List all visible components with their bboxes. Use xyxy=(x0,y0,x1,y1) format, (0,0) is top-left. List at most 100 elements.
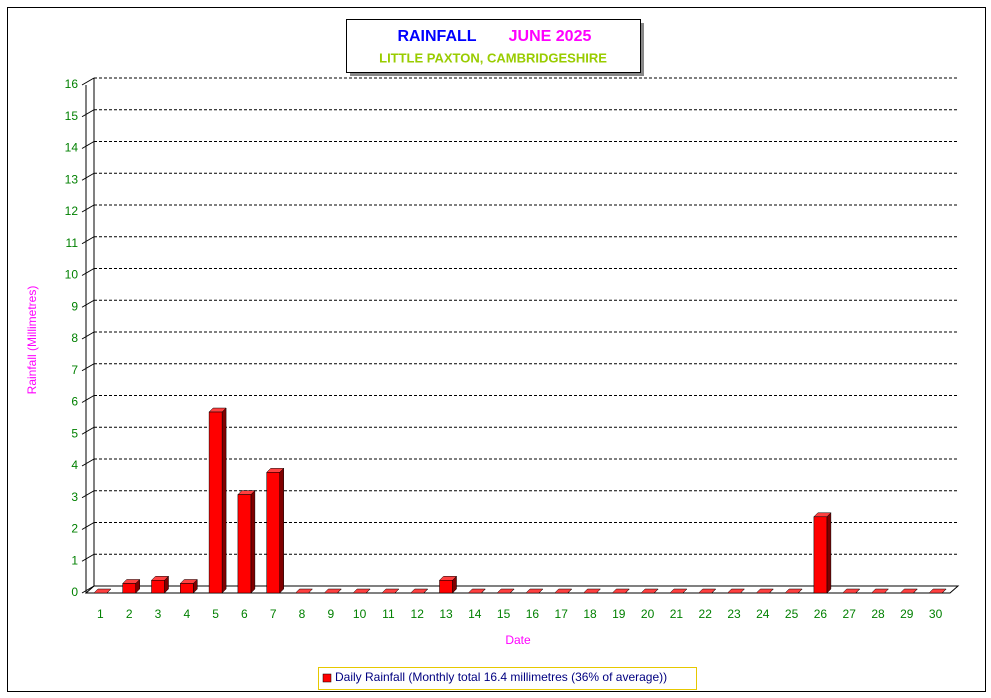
bar-top xyxy=(640,588,659,594)
y-tick xyxy=(81,204,95,213)
bar xyxy=(180,583,194,594)
x-tick-label: 22 xyxy=(699,607,713,621)
bar-top xyxy=(93,588,112,594)
y-tick xyxy=(81,268,95,276)
x-tick-label: 3 xyxy=(155,607,162,621)
x-tick-label: 11 xyxy=(382,607,395,621)
y-tick-label: 3 xyxy=(71,490,78,504)
x-tick-label: 10 xyxy=(353,607,367,621)
y-tick-label: 10 xyxy=(65,268,79,282)
legend-swatch xyxy=(322,673,332,683)
bar-top xyxy=(525,588,544,594)
bar xyxy=(237,494,252,594)
y-tick xyxy=(81,331,95,340)
bar-top xyxy=(669,588,688,594)
x-tick-label: 2 xyxy=(126,607,133,621)
bar xyxy=(813,516,828,594)
y-tick-label: 0 xyxy=(71,585,78,599)
title-box xyxy=(346,19,641,73)
bar-top xyxy=(467,588,486,594)
y-tick-label: 4 xyxy=(71,458,78,472)
x-tick-label: 19 xyxy=(612,607,626,621)
bar xyxy=(122,583,136,594)
x-tick-label: 21 xyxy=(670,607,684,621)
bar-top xyxy=(755,588,774,594)
bar-top xyxy=(899,588,918,594)
x-tick-label: 7 xyxy=(270,607,277,621)
bar-top xyxy=(928,588,947,594)
x-tick-label: 6 xyxy=(241,607,248,621)
bar-top xyxy=(352,588,371,594)
y-tick xyxy=(81,236,95,245)
x-tick-label: 23 xyxy=(727,607,741,621)
x-tick-label: 30 xyxy=(929,607,943,621)
legend-label: Daily Rainfall (Monthly total 16.4 milli… xyxy=(335,670,667,684)
x-tick-label: 5 xyxy=(212,607,219,621)
legend-box xyxy=(318,667,697,690)
bar-top xyxy=(726,588,746,594)
bar-top xyxy=(784,588,803,594)
y-tick xyxy=(81,426,95,435)
bar-side xyxy=(221,407,227,594)
y-tick-label: 8 xyxy=(71,331,78,345)
bar-side xyxy=(279,467,284,594)
y-tick xyxy=(81,522,95,530)
y-tick-label: 1 xyxy=(71,553,78,567)
x-tick-label: 29 xyxy=(900,607,914,621)
y-tick xyxy=(81,299,95,308)
x-tick-label: 27 xyxy=(843,607,857,621)
y-tick xyxy=(81,77,95,86)
y-tick-label: 5 xyxy=(71,426,78,440)
x-tick-label: 9 xyxy=(327,607,334,621)
bar-top xyxy=(381,588,400,594)
y-tick xyxy=(81,172,95,181)
x-tick-label: 20 xyxy=(641,607,655,621)
x-tick-label: 4 xyxy=(183,607,190,621)
bar-side xyxy=(250,489,256,594)
bar-top xyxy=(294,588,314,594)
x-tick-label: 16 xyxy=(526,607,540,621)
x-tick-label: 26 xyxy=(814,607,828,621)
y-tick xyxy=(81,109,95,118)
x-tick-label: 24 xyxy=(756,607,770,621)
x-tick-label: 17 xyxy=(555,607,569,621)
bar-side xyxy=(826,512,832,594)
y-tick xyxy=(81,490,95,499)
bar-top xyxy=(410,588,429,594)
chart-subtitle: LITTLE PAXTON, CAMBRIDGESHIRE xyxy=(379,50,607,65)
bar-top xyxy=(870,588,890,594)
chart-period: JUNE 2025 xyxy=(509,28,592,45)
bar xyxy=(439,580,453,594)
bar-top xyxy=(554,588,573,594)
x-tick-label: 14 xyxy=(468,607,482,621)
y-tick-label: 6 xyxy=(71,395,78,409)
y-tick-label: 16 xyxy=(65,77,79,91)
bar-top xyxy=(582,588,602,594)
floor xyxy=(86,585,960,594)
bar xyxy=(208,411,223,594)
y-tick xyxy=(81,363,95,372)
bar-top xyxy=(842,588,861,594)
y-tick-label: 12 xyxy=(65,204,79,218)
y-axis-label: Rainfall (Millimetres) xyxy=(25,286,39,395)
y-tick-label: 14 xyxy=(65,141,79,155)
y-tick xyxy=(81,458,95,467)
bar xyxy=(266,472,280,594)
x-tick-label: 13 xyxy=(439,607,453,621)
chart-title: RAINFALL xyxy=(397,28,476,45)
bar xyxy=(151,580,165,594)
bar-top xyxy=(496,588,515,594)
x-tick-label: 28 xyxy=(871,607,885,621)
y-tick xyxy=(81,141,95,149)
y-tick xyxy=(81,395,95,403)
y-tick-label: 2 xyxy=(71,522,78,536)
x-axis-label: Date xyxy=(505,633,531,647)
x-tick-label: 18 xyxy=(583,607,597,621)
x-tick-label: 1 xyxy=(97,607,104,621)
y-tick-label: 13 xyxy=(65,172,79,186)
x-tick-label: 12 xyxy=(411,607,425,621)
bar-top xyxy=(323,588,342,594)
x-tick-label: 15 xyxy=(497,607,511,621)
bar-top xyxy=(698,588,717,594)
y-tick-label: 7 xyxy=(71,363,78,377)
